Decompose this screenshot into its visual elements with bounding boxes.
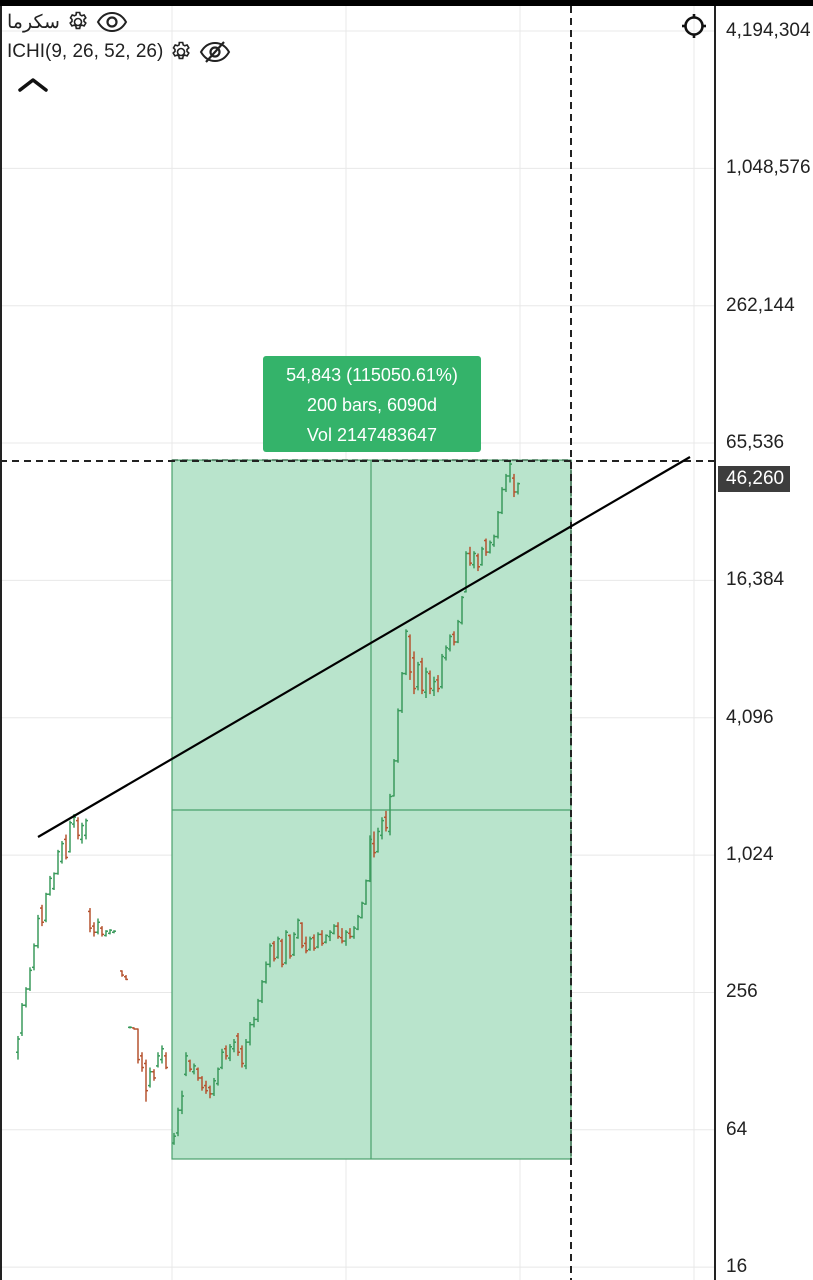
eye-icon[interactable]: [96, 10, 128, 34]
indicator-name: ICHI(9, 26, 52, 26): [7, 41, 164, 62]
measure-range[interactable]: [171, 459, 572, 1160]
price-bars: [16, 460, 520, 1145]
current-price-tag: 46,260: [718, 466, 791, 492]
price-axis-label: 16: [726, 1256, 748, 1278]
chevron-up-icon[interactable]: [16, 72, 50, 98]
gear-icon[interactable]: [66, 10, 90, 34]
crosshair-icon[interactable]: [680, 12, 708, 40]
price-axis-label: 65,536: [726, 432, 785, 454]
price-axis-label: 4,096: [726, 706, 774, 728]
measure-volume: Vol 2147483647: [306, 425, 438, 445]
measure-label: 54,843 (115050.61%) 200 bars, 6090d Vol …: [263, 356, 481, 452]
measure-change: 54,843 (115050.61%): [286, 365, 458, 385]
chart-overlays: [0, 6, 715, 1280]
price-axis-label: 4,194,304: [726, 20, 811, 41]
window-top-bar: [0, 0, 813, 6]
measure-bars-days: 200 bars, 6090d: [306, 395, 438, 415]
legend-symbol-row[interactable]: سکرما: [7, 10, 128, 34]
price-axis-label: 262,144: [726, 294, 795, 316]
legend-indicator-row[interactable]: ICHI(9, 26, 52, 26): [7, 40, 231, 64]
price-axis-label: 64: [726, 1118, 748, 1140]
price-axis-label: 1,024: [726, 844, 774, 866]
price-axis-label: 16,384: [726, 569, 785, 591]
eye-off-icon[interactable]: [199, 40, 231, 64]
price-axis-label: 1,048,576: [726, 157, 811, 179]
symbol-name: سکرما: [7, 11, 60, 33]
price-axis-label: 256: [726, 981, 758, 1003]
gear-icon[interactable]: [169, 40, 193, 64]
